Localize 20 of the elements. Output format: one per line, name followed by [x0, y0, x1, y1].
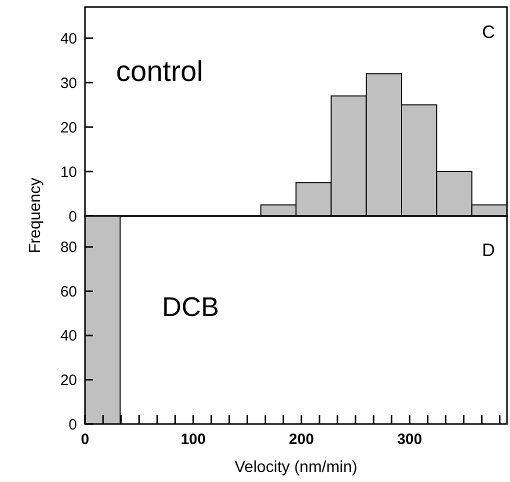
- y-tick-label: 20: [60, 119, 77, 136]
- x-tick-label: 200: [288, 431, 314, 448]
- y-tick-label: 10: [60, 164, 77, 181]
- y-tick-label: 40: [60, 30, 77, 48]
- annotation: DCB: [162, 292, 220, 322]
- y-tick-label: 60: [60, 283, 77, 300]
- x-tick-label: 100: [180, 431, 206, 448]
- y-tick-label: 40: [60, 328, 77, 345]
- y-tick-label: 30: [60, 74, 77, 92]
- annotation: D: [482, 240, 495, 260]
- x-axis-title: Velocity (nm/min): [234, 459, 358, 476]
- y-tick-label: 80: [60, 239, 77, 256]
- x-tick-label: 300: [397, 431, 422, 448]
- y-tick-label: 0: [68, 416, 77, 434]
- y-tick-label: 0: [68, 208, 77, 226]
- y-axis-title: Frequency: [27, 178, 44, 254]
- y-tick-label: 20: [60, 372, 77, 389]
- annotation: control: [116, 56, 204, 88]
- x-tick-label: 0: [80, 431, 90, 448]
- annotation: C: [482, 22, 495, 42]
